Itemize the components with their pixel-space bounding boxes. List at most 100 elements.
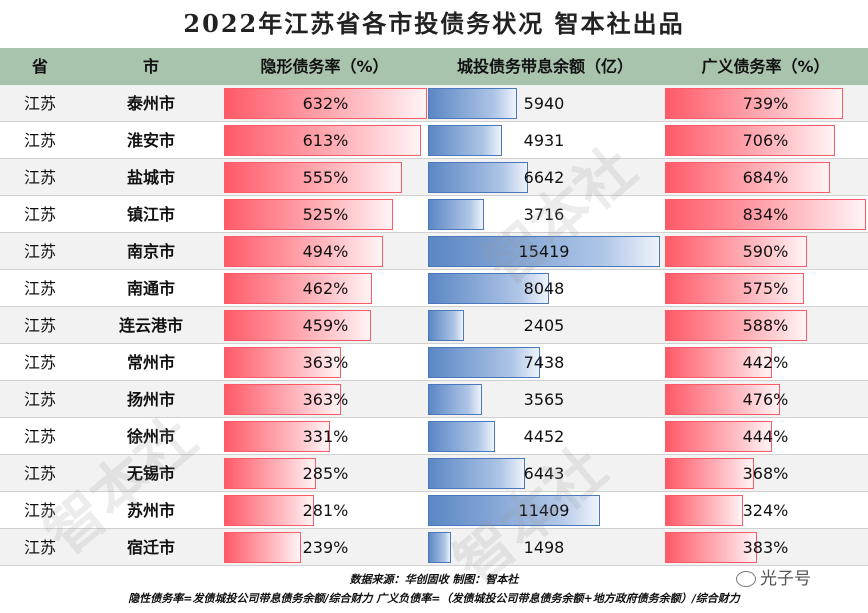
debt-balance-label: 5940 (523, 94, 565, 113)
hidden-debt-bar (224, 236, 383, 267)
row-divider (0, 417, 868, 418)
row-divider (0, 121, 868, 122)
debt-balance-bar (428, 347, 540, 378)
table-row: 江苏 无锡市 285% 6443 368% (0, 455, 868, 492)
broad-debt-bar (665, 347, 772, 378)
hidden-debt-label: 281% (302, 501, 349, 520)
debt-balance-label: 6443 (523, 464, 565, 483)
debt-balance-bar (428, 384, 482, 415)
hidden-debt-bar (224, 384, 341, 415)
city-cell: 镇江市 (126, 205, 175, 224)
logo: 光子号 (736, 564, 811, 589)
province-cell: 江苏 (23, 131, 56, 150)
broad-debt-label: 575% (742, 279, 789, 298)
hidden-debt-bar (224, 88, 427, 119)
header-hidden-debt-rate: 隐形债务率（%） (260, 57, 389, 76)
hidden-debt-label: 613% (302, 131, 349, 150)
broad-debt-bar (665, 125, 835, 156)
debt-balance-bar (428, 532, 451, 563)
hidden-debt-label: 285% (302, 464, 349, 483)
hidden-debt-label: 632% (302, 94, 349, 113)
debt-balance-label: 3565 (523, 390, 565, 409)
debt-balance-label: 15419 (518, 242, 570, 261)
broad-debt-label: 834% (742, 205, 789, 224)
debt-balance-label: 6642 (523, 168, 565, 187)
hidden-debt-bar (224, 199, 393, 230)
row-divider (0, 454, 868, 455)
city-cell: 徐州市 (126, 427, 175, 446)
row-divider (0, 380, 868, 381)
hidden-debt-label: 462% (302, 279, 349, 298)
city-cell: 宿迁市 (126, 538, 175, 557)
table-row: 江苏 常州市 363% 7438 442% (0, 344, 868, 381)
city-cell: 苏州市 (126, 501, 175, 520)
table-row: 江苏 泰州市 632% 5940 739% (0, 85, 868, 122)
province-cell: 江苏 (23, 501, 56, 520)
debt-balance-label: 4931 (523, 131, 565, 150)
city-cell: 无锡市 (126, 464, 175, 483)
broad-debt-bar (665, 421, 772, 452)
broad-debt-bar (665, 162, 830, 193)
row-divider (0, 528, 868, 529)
table-row: 江苏 宿迁市 239% 1498 383% (0, 529, 868, 566)
row-divider (0, 491, 868, 492)
province-cell: 江苏 (23, 353, 56, 372)
debt-balance-bar (428, 310, 464, 341)
broad-debt-label: 588% (742, 316, 789, 335)
table-row: 江苏 徐州市 331% 4452 444% (0, 418, 868, 455)
debt-balance-bar (428, 458, 525, 489)
broad-debt-label: 476% (742, 390, 789, 409)
broad-debt-bar (665, 495, 743, 526)
debt-balance-bar (428, 125, 502, 156)
broad-debt-bar (665, 88, 843, 119)
hidden-debt-label: 239% (302, 538, 349, 557)
row-divider (0, 565, 868, 566)
debt-balance-label: 4452 (523, 427, 565, 446)
province-cell: 江苏 (23, 94, 56, 113)
city-cell: 泰州市 (126, 94, 175, 113)
broad-debt-label: 444% (742, 427, 789, 446)
broad-debt-bar (665, 310, 807, 341)
debt-balance-bar (428, 273, 549, 304)
broad-debt-label: 383% (742, 538, 789, 557)
debt-balance-label: 11409 (518, 501, 570, 520)
province-cell: 江苏 (23, 279, 56, 298)
city-cell: 扬州市 (126, 390, 175, 409)
header-broad-debt-rate: 广义债务率（%） (701, 57, 830, 76)
province-cell: 江苏 (23, 538, 56, 557)
province-cell: 江苏 (23, 205, 56, 224)
broad-debt-bar (665, 532, 757, 563)
broad-debt-bar (665, 199, 866, 230)
wechat-icon (736, 571, 756, 587)
broad-debt-label: 706% (742, 131, 789, 150)
hidden-debt-bar (224, 421, 330, 452)
table-row: 江苏 扬州市 363% 3565 476% (0, 381, 868, 418)
hidden-debt-label: 555% (302, 168, 349, 187)
province-cell: 江苏 (23, 316, 56, 335)
broad-debt-label: 590% (742, 242, 789, 261)
city-cell: 盐城市 (126, 168, 175, 187)
row-divider (0, 343, 868, 344)
hidden-debt-label: 525% (302, 205, 349, 224)
broad-debt-label: 324% (742, 501, 789, 520)
debt-balance-bar (428, 199, 484, 230)
footer-definitions: 隐性债务率=发债城投公司带息债务余额/综合财力 广义负债率=（发债城投公司带息债… (128, 592, 740, 605)
hidden-debt-bar (224, 125, 421, 156)
row-divider (0, 158, 868, 159)
hidden-debt-bar (224, 310, 371, 341)
debt-balance-label: 2405 (523, 316, 565, 335)
row-divider (0, 269, 868, 270)
table-row: 江苏 南京市 494% 15419 590% (0, 233, 868, 270)
table-row: 江苏 盐城市 555% 6642 684% (0, 159, 868, 196)
city-cell: 南通市 (126, 279, 175, 298)
debt-balance-label: 1498 (523, 538, 565, 557)
debt-balance-bar (428, 421, 495, 452)
hidden-debt-bar (224, 162, 402, 193)
debt-balance-label: 8048 (523, 279, 565, 298)
city-cell: 淮安市 (126, 131, 175, 150)
city-cell: 南京市 (126, 242, 175, 261)
table-row: 江苏 连云港市 459% 2405 588% (0, 307, 868, 344)
hidden-debt-label: 363% (302, 353, 349, 372)
hidden-debt-label: 494% (302, 242, 349, 261)
table-header: 省 市 隐形债务率（%） 城投债务带息余额（亿） 广义债务率（%） (0, 48, 868, 85)
